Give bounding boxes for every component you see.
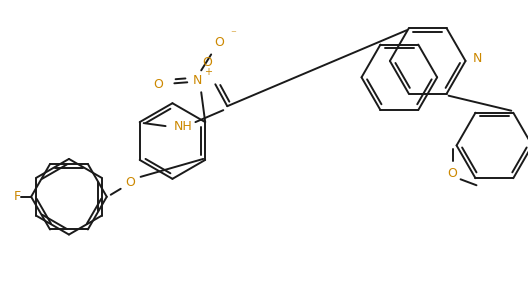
Text: O: O xyxy=(214,36,224,49)
Text: NH: NH xyxy=(174,120,193,133)
Text: F: F xyxy=(14,190,21,203)
Text: O: O xyxy=(203,56,212,69)
Text: O: O xyxy=(448,167,458,180)
Text: +: + xyxy=(204,67,212,77)
Text: N: N xyxy=(193,74,202,87)
Text: ⁻: ⁻ xyxy=(230,29,236,40)
Text: O: O xyxy=(126,176,135,189)
Text: O: O xyxy=(153,78,163,91)
Text: N: N xyxy=(473,53,482,66)
